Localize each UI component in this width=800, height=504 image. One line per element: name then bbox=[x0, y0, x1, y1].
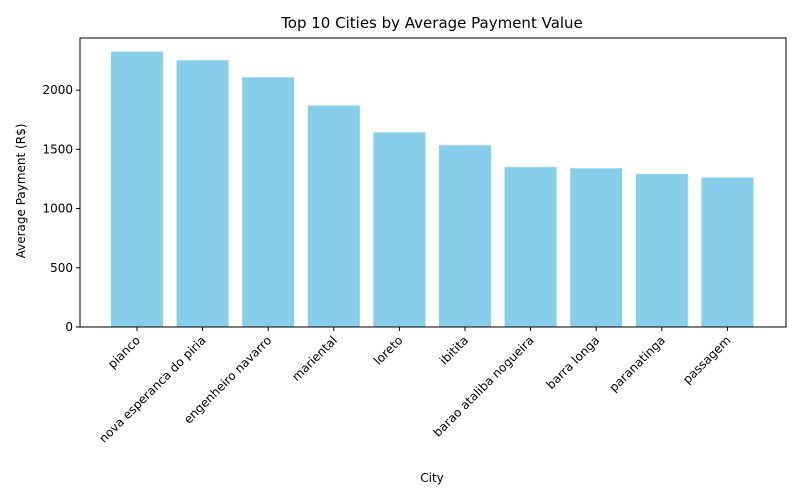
x-tick-label-1: pianco bbox=[105, 333, 143, 371]
bar-4 bbox=[307, 105, 360, 327]
bar-10 bbox=[701, 177, 754, 327]
bar-8 bbox=[570, 168, 623, 327]
x-tick-label-4: mariental bbox=[289, 333, 340, 384]
plot-frame bbox=[79, 37, 787, 328]
bar-5 bbox=[373, 132, 426, 327]
chart-title: Top 10 Cities by Average Payment Value bbox=[280, 14, 583, 32]
y-axis-label: Average Payment (R$) bbox=[14, 124, 28, 259]
x-axis-label: City bbox=[420, 471, 444, 485]
bar-3 bbox=[242, 77, 295, 327]
bar-7 bbox=[504, 167, 557, 327]
x-tick-label-5: loreto bbox=[371, 333, 405, 367]
bar-6 bbox=[439, 145, 491, 327]
bar-1 bbox=[111, 51, 163, 327]
x-tick-label-2: nova esperanca do piria bbox=[96, 333, 208, 445]
y-tick-label-3: 1000 bbox=[42, 202, 73, 216]
y-tick-label-4: 1500 bbox=[42, 142, 73, 156]
bars-layer bbox=[111, 51, 754, 327]
x-tick-label-10: passagem bbox=[680, 333, 733, 386]
bar-2 bbox=[176, 60, 229, 327]
x-tick-label-9: paranatinga bbox=[607, 333, 668, 394]
x-tick-label-8: barra longa bbox=[544, 333, 603, 392]
bar-9 bbox=[635, 173, 688, 327]
y-tick-label-1: 0 bbox=[65, 320, 73, 334]
y-tick-label-5: 2000 bbox=[42, 83, 73, 97]
y-tick-label-2: 500 bbox=[50, 261, 73, 275]
x-tick-label-6: ibitita bbox=[437, 333, 471, 367]
